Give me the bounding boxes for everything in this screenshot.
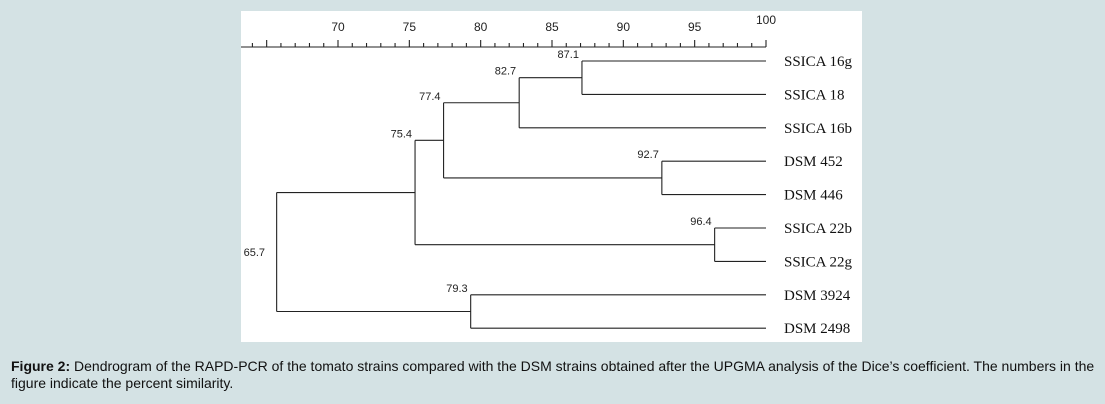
axis-tick-label: 90 [617,20,631,34]
leaf-label: DSM 3924 [784,288,851,304]
leaf-label: SSICA 22b [784,221,852,237]
node-similarity-label: 87.1 [558,49,579,61]
node-similarity-label: 96.4 [690,216,711,228]
leaf-label: SSICA 16g [784,54,852,70]
axis-tick-label: 100 [756,13,776,27]
axis-tick-label: 80 [474,20,488,34]
node-similarity-label: 65.7 [244,247,265,259]
axis-tick-label: 85 [545,20,559,34]
caption-prefix: Figure 2: [11,358,71,374]
node-similarity-label: 82.7 [495,66,516,78]
leaf-label: SSICA 16b [784,121,852,137]
axis-tick-label: 75 [403,20,417,34]
caption-text: Dendrogram of the RAPD-PCR of the tomato… [11,358,1095,391]
leaf-label: SSICA 18 [784,87,844,103]
axis-tick-label: 70 [331,20,345,34]
node-similarity-label: 92.7 [637,149,658,161]
dendrogram-svg: 70 75 80 85 90 95 100 87.1 82.7 92.7 77.4 96.4 75.4 7… [241,13,852,337]
dendrogram-panel: 70 75 80 85 90 95 100 87.1 82.7 92.7 77.4 96.4 75.4 7… [241,11,862,342]
axis-tick-label: 95 [688,20,702,34]
figure-caption: Figure 2: Dendrogram of the RAPD-PCR of … [11,358,1099,392]
leaf-label: DSM 446 [784,188,843,204]
node-similarity-label: 77.4 [419,91,440,103]
node-similarity-label: 79.3 [446,283,467,295]
leaf-label: DSM 452 [784,154,843,170]
leaf-label: SSICA 22g [784,254,852,270]
leaf-label: DSM 2498 [784,321,850,337]
node-similarity-label: 75.4 [391,128,412,140]
